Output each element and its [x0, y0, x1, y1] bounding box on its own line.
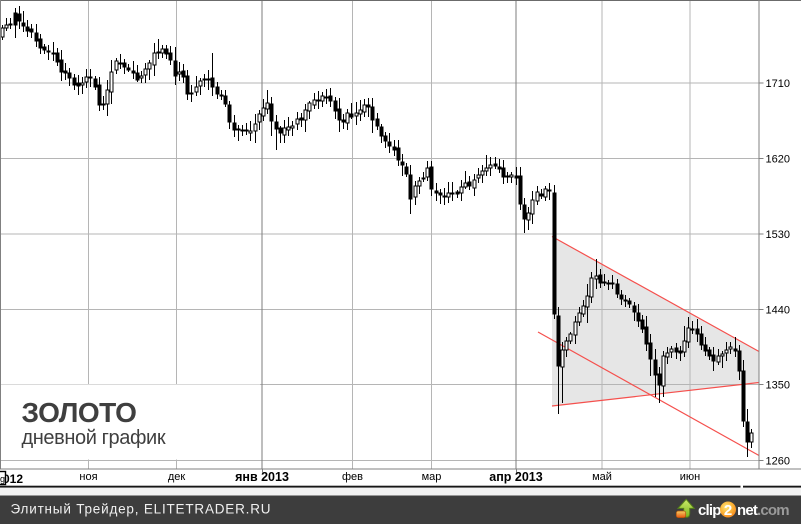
svg-text:мар: мар: [422, 471, 442, 483]
svg-text:июн: июн: [680, 471, 700, 483]
svg-text:g: g: [0, 474, 5, 484]
svg-text:апр 2013: апр 2013: [489, 470, 542, 484]
svg-text:net: net: [737, 502, 758, 519]
svg-text:Элитный Трейдер, ELITETRADER.R: Элитный Трейдер, ELITETRADER.RU: [11, 502, 272, 517]
svg-text:фев: фев: [342, 471, 363, 483]
svg-text:1260: 1260: [766, 455, 790, 467]
svg-text:1530: 1530: [766, 229, 790, 241]
svg-text:clip: clip: [698, 502, 721, 519]
svg-text:май: май: [592, 471, 612, 483]
svg-text:1350: 1350: [766, 380, 790, 392]
svg-text:1710: 1710: [766, 78, 790, 90]
svg-text:янв 2013: янв 2013: [235, 470, 289, 484]
svg-text:2: 2: [724, 502, 732, 519]
svg-text:012: 012: [3, 472, 23, 486]
svg-text:дневной график: дневной график: [22, 427, 166, 449]
svg-text:1620: 1620: [766, 154, 790, 166]
svg-text:ноя: ноя: [79, 471, 97, 483]
svg-text:1440: 1440: [766, 304, 790, 316]
svg-text:.com: .com: [757, 502, 789, 519]
svg-text:ЗОЛОТО: ЗОЛОТО: [22, 397, 137, 428]
svg-text:дек: дек: [168, 471, 186, 483]
